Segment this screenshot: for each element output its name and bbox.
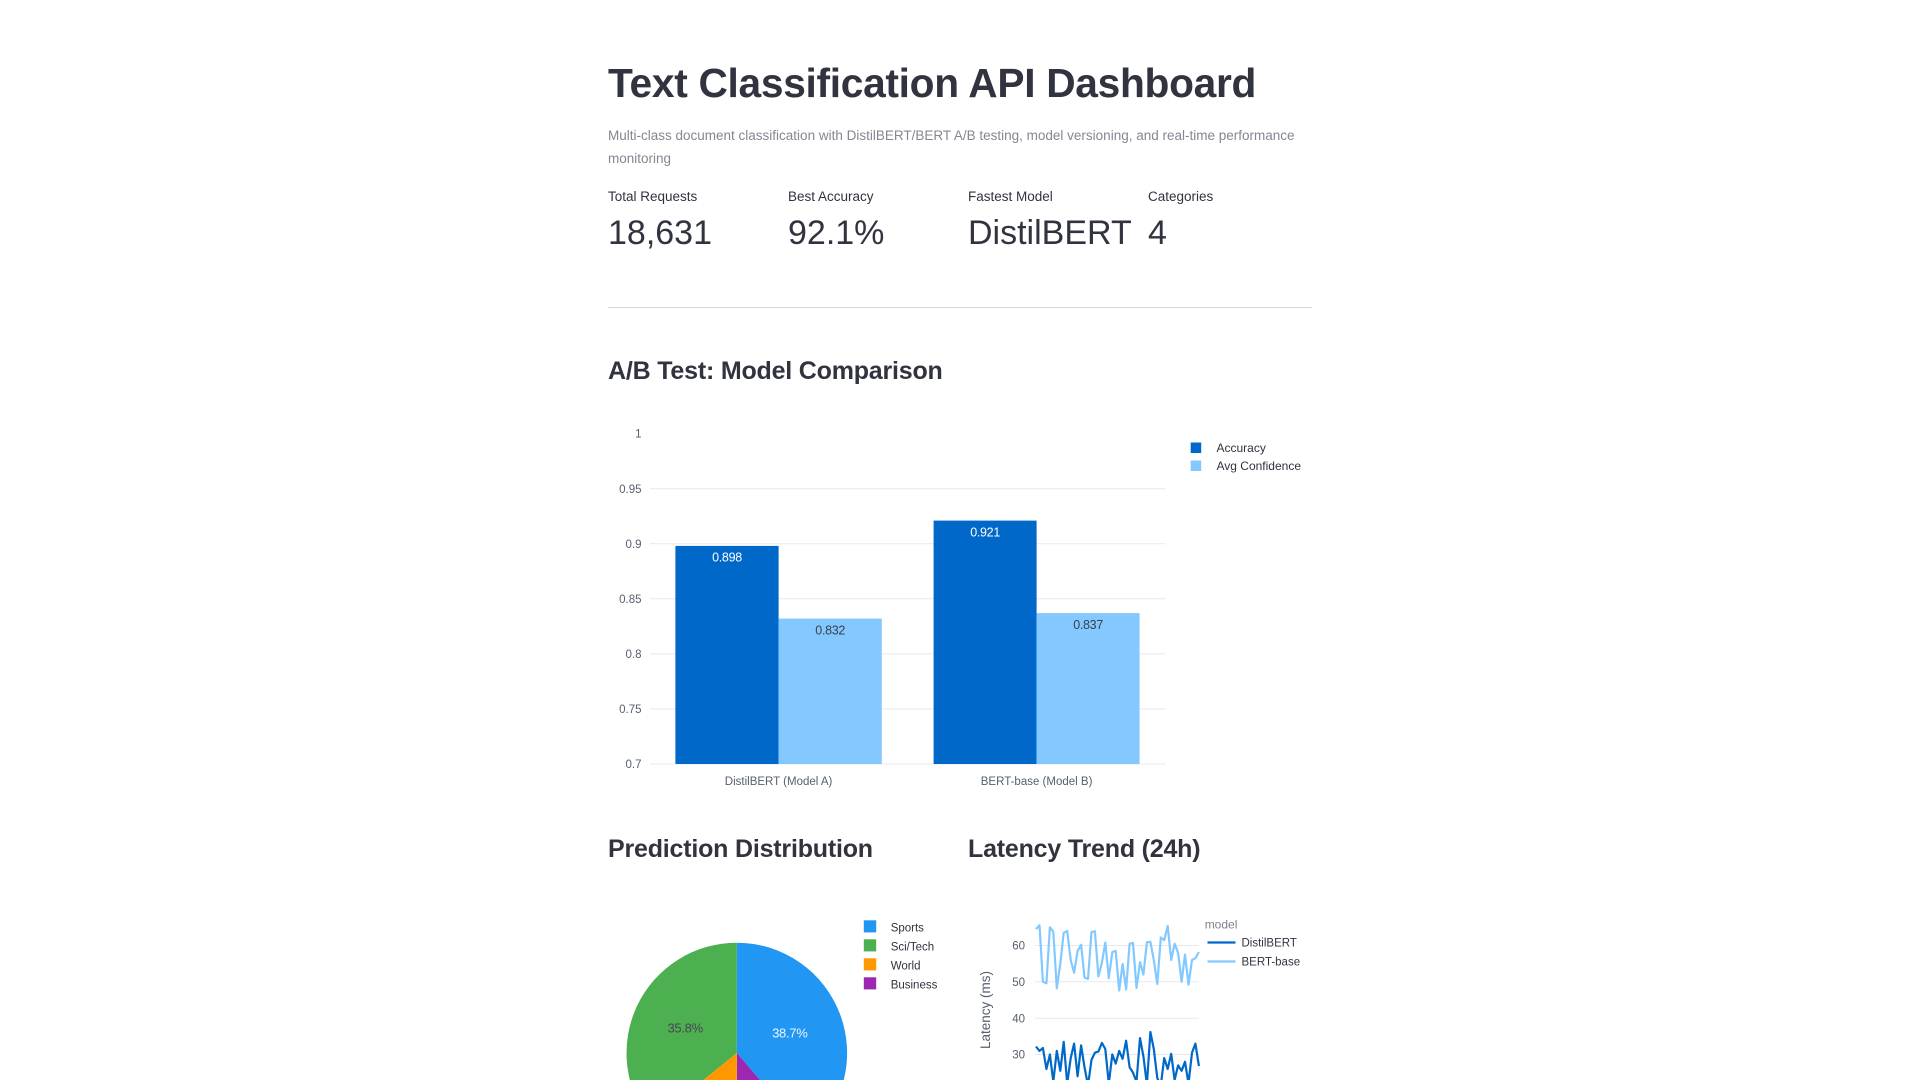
svg-text:0.95: 0.95: [619, 484, 641, 496]
svg-text:50: 50: [1012, 977, 1025, 989]
svg-text:Business: Business: [891, 980, 938, 992]
svg-text:Avg Confidence: Avg Confidence: [1217, 459, 1302, 473]
svg-text:DistilBERT: DistilBERT: [1242, 938, 1297, 950]
svg-text:World: World: [891, 961, 921, 973]
svg-text:0.7: 0.7: [626, 759, 642, 771]
svg-text:0.9: 0.9: [626, 539, 642, 551]
svg-text:Sci/Tech: Sci/Tech: [891, 942, 934, 954]
svg-text:0.832: 0.832: [815, 623, 845, 637]
svg-text:Latency (ms): Latency (ms): [978, 971, 993, 1049]
svg-text:BERT-base (Model B): BERT-base (Model B): [981, 776, 1093, 788]
svg-text:0.75: 0.75: [619, 704, 641, 716]
svg-text:BERT-base: BERT-base: [1242, 957, 1301, 969]
svg-text:35.8%: 35.8%: [668, 1021, 704, 1036]
svg-text:0.921: 0.921: [970, 525, 1000, 539]
svg-text:0.837: 0.837: [1073, 618, 1103, 632]
svg-text:38.7%: 38.7%: [772, 1026, 808, 1041]
svg-text:40: 40: [1012, 1013, 1025, 1025]
svg-text:0.8: 0.8: [626, 649, 642, 661]
svg-text:1: 1: [635, 429, 641, 441]
svg-text:0.898: 0.898: [712, 551, 742, 565]
svg-text:0.85: 0.85: [619, 594, 641, 606]
svg-text:30: 30: [1012, 1050, 1025, 1062]
svg-text:60: 60: [1012, 941, 1025, 953]
svg-text:model: model: [1205, 918, 1238, 932]
svg-text:Accuracy: Accuracy: [1217, 441, 1266, 455]
svg-text:DistilBERT (Model A): DistilBERT (Model A): [725, 776, 833, 788]
svg-text:Sports: Sports: [891, 923, 924, 935]
